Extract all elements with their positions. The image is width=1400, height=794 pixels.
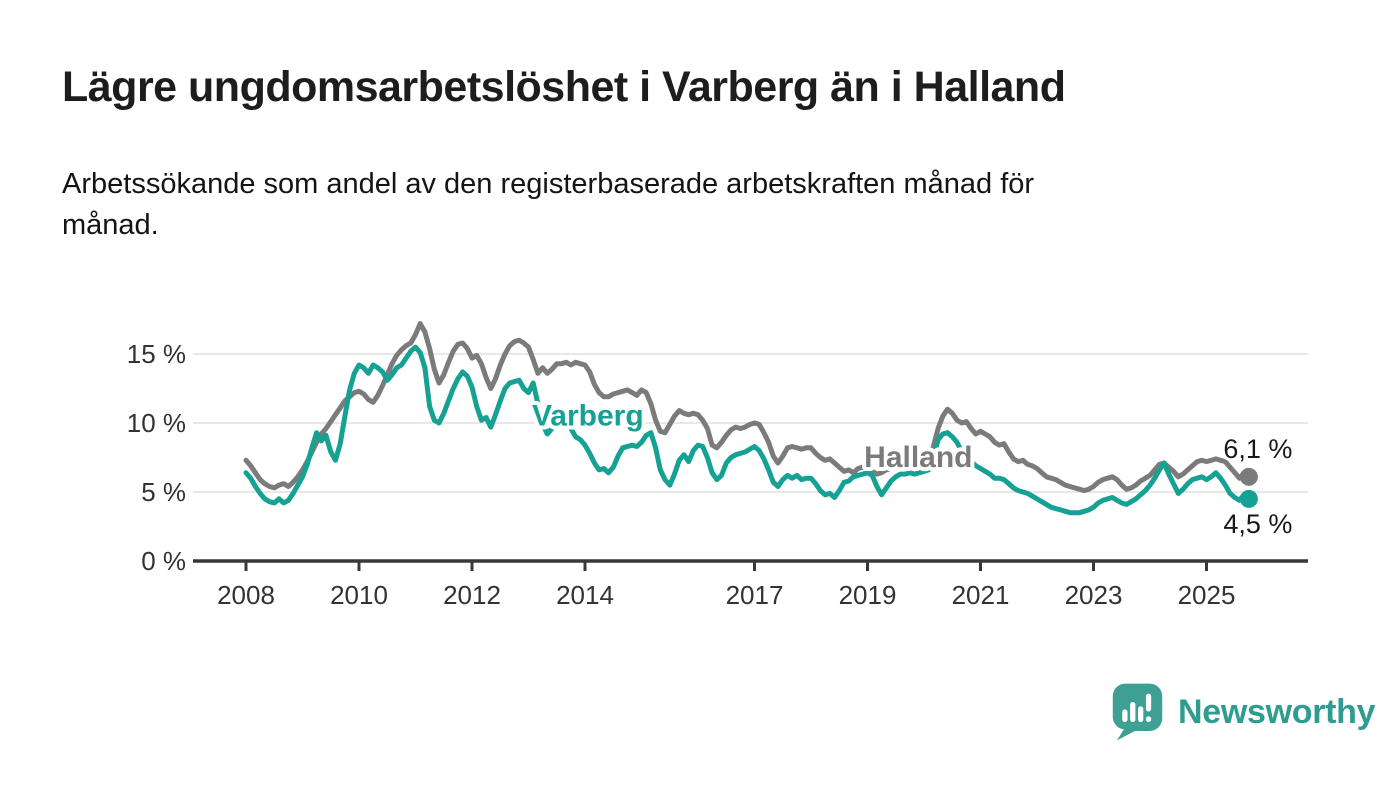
- y-axis-label-10: 10 %: [127, 408, 186, 438]
- halland-end-value-label: 6,1 %: [1223, 434, 1292, 464]
- logo-bubble: [1112, 683, 1163, 741]
- varberg-line: [243, 344, 1252, 516]
- newsworthy-wordmark: Newsworthy: [1178, 692, 1376, 731]
- newsworthy-logo-icon: [1112, 683, 1163, 741]
- page-title: Lägre ungdomsarbetslöshet i Varberg än i…: [62, 63, 1066, 111]
- newsworthy-branding: Newsworthy: [1110, 682, 1376, 742]
- chart-subtitle-line2: månad.: [62, 209, 159, 241]
- y-axis-label-15: 15 %: [127, 339, 186, 369]
- halland-series-label: Halland: [864, 441, 972, 474]
- logo-bar-3: [1138, 706, 1144, 722]
- x-axis-label-2021: 2021: [952, 580, 1010, 610]
- halland-line: [243, 321, 1252, 494]
- x-axis-label-2019: 2019: [839, 580, 897, 610]
- logo-exclamation-bar: [1145, 693, 1152, 712]
- chart-subtitle-line1: Arbetssökande som andel av den registerb…: [62, 168, 1035, 200]
- chart-subtitle: Arbetssökande som andel av den registerb…: [62, 164, 1272, 246]
- varberg-end-dot: [1239, 489, 1258, 508]
- x-axis-label-2014: 2014: [556, 580, 614, 610]
- x-axis-label-2017: 2017: [726, 580, 784, 610]
- logo-bar-1: [1122, 709, 1128, 722]
- varberg-end-value-label: 4,5 %: [1223, 509, 1292, 539]
- logo-bar-2: [1130, 702, 1136, 722]
- varberg-series-label: Varberg: [532, 399, 644, 432]
- x-axis-label-2023: 2023: [1065, 580, 1123, 610]
- halland-end-dot: [1239, 467, 1258, 486]
- y-axis-label-0: 0 %: [141, 546, 186, 576]
- y-axis-label-5: 5 %: [141, 477, 186, 507]
- x-axis-label-2025: 2025: [1178, 580, 1236, 610]
- x-axis-label-2010: 2010: [330, 580, 388, 610]
- logo-exclamation-dot: [1145, 716, 1152, 722]
- x-axis-label-2008: 2008: [217, 580, 275, 610]
- x-axis-label-2012: 2012: [443, 580, 501, 610]
